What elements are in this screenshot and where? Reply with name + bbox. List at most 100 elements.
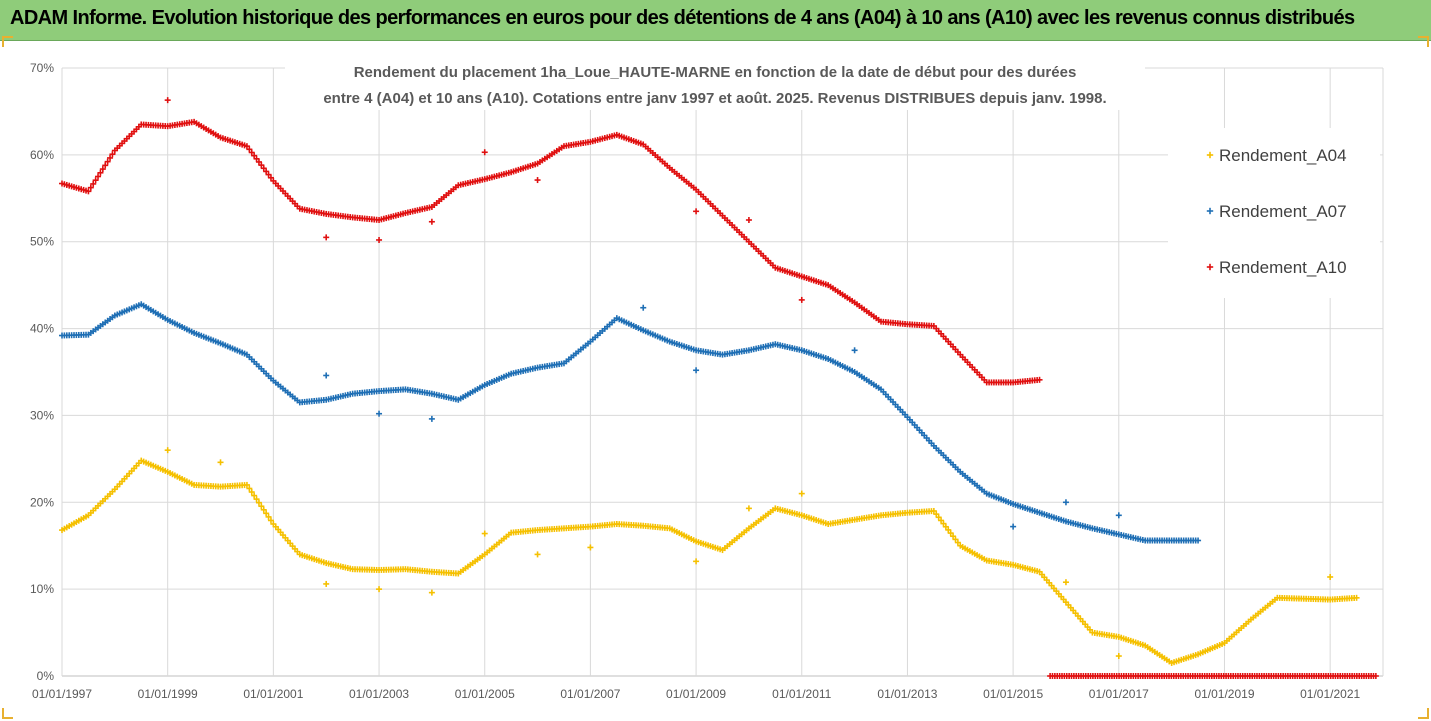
chart-title-line: Rendement du placement 1ha_Loue_HAUTE-MA…	[354, 64, 1077, 81]
x-tick-label: 01/01/1997	[32, 687, 92, 701]
data-point	[248, 489, 255, 496]
data-point	[267, 517, 274, 524]
corner-mark	[2, 36, 13, 47]
x-tick-label: 01/01/2021	[1300, 687, 1360, 701]
x-tick-label: 01/01/2003	[349, 687, 409, 701]
data-point	[1036, 376, 1043, 383]
data-point	[1327, 573, 1334, 580]
series-rendement-a04	[59, 447, 1360, 666]
data-point	[952, 536, 959, 543]
data-point	[930, 507, 937, 514]
data-point	[243, 143, 250, 150]
data-point	[1115, 512, 1122, 519]
data-point	[481, 149, 488, 156]
data-point	[745, 505, 752, 512]
x-tick-label: 01/01/2015	[983, 687, 1043, 701]
chart-title: Rendement du placement 1ha_Loue_HAUTE-MA…	[285, 56, 1145, 110]
page-title: ADAM Informe. Evolution historique des p…	[10, 7, 1355, 29]
axes: 0% 10% 20% 30% 40% 50% 60% 70% 01/01/1997 01/01/1…	[30, 61, 1361, 701]
data-point	[798, 490, 805, 497]
data-point	[640, 304, 647, 311]
legend-item-rendement-a07[interactable]: Rendement_A07	[1206, 202, 1347, 221]
data-point	[102, 162, 109, 169]
data-point	[265, 513, 272, 520]
data-point	[97, 169, 104, 176]
data-point	[263, 510, 270, 517]
data-point	[940, 520, 947, 527]
data-point	[534, 177, 541, 184]
chart-title-line: entre 4 (A04) et 10 ans (A10). Cotations…	[323, 90, 1106, 107]
x-tick-label: 01/01/2017	[1089, 687, 1149, 701]
y-tick-label: 60%	[30, 148, 54, 162]
data-point	[587, 544, 594, 551]
y-tick-label: 50%	[30, 235, 54, 249]
data-point	[1010, 523, 1017, 530]
x-tick-label: 01/01/2011	[772, 687, 831, 701]
data-point	[255, 499, 262, 506]
data-point	[945, 526, 952, 533]
data-point	[248, 149, 255, 156]
legend-label: Rendement_A04	[1219, 146, 1347, 165]
data-point	[246, 146, 253, 153]
data-point	[258, 503, 265, 510]
x-tick-label: 01/01/2009	[666, 687, 726, 701]
data-point	[534, 551, 541, 558]
data-point	[954, 539, 961, 546]
data-point	[251, 492, 258, 499]
data-point	[693, 558, 700, 565]
y-tick-label: 40%	[30, 322, 54, 336]
data-point	[1195, 537, 1202, 544]
data-point	[95, 173, 102, 180]
y-tick-label: 70%	[30, 61, 54, 75]
legend-item-rendement-a10[interactable]: Rendement_A10	[1206, 258, 1347, 277]
data-point	[942, 523, 949, 530]
y-tick-label: 0%	[37, 669, 55, 683]
data-point	[950, 533, 957, 540]
y-tick-label: 30%	[30, 408, 54, 422]
data-point	[1115, 653, 1122, 660]
data-point	[323, 234, 330, 241]
data-point	[481, 530, 488, 537]
data-point	[253, 155, 260, 162]
data-point	[109, 151, 116, 158]
data-point	[260, 506, 267, 513]
data-point	[745, 217, 752, 223]
data-point	[938, 517, 945, 524]
title-backdrop	[285, 56, 1145, 110]
plot-area	[59, 97, 1379, 679]
data-point	[217, 459, 224, 466]
data-point	[255, 158, 262, 165]
data-point	[265, 171, 272, 178]
series-rendement-a10	[59, 97, 1379, 679]
data-point	[376, 410, 383, 417]
legend[interactable]: Rendement_A04 Rendement_A07 Rendement_A10	[1168, 128, 1380, 298]
data-point	[947, 530, 954, 537]
data-point	[935, 514, 942, 521]
legend-marker	[1206, 207, 1214, 215]
data-point	[323, 372, 330, 379]
data-point	[87, 184, 94, 191]
y-tick-label: 20%	[30, 495, 54, 509]
corner-mark	[1418, 36, 1429, 47]
data-point	[1353, 594, 1360, 601]
x-tick-label: 01/01/2005	[455, 687, 515, 701]
y-tick-label: 10%	[30, 582, 54, 596]
data-point	[164, 97, 171, 104]
data-point	[1372, 673, 1379, 679]
data-point	[164, 447, 171, 454]
legend-label: Rendement_A07	[1219, 202, 1347, 221]
data-point	[99, 166, 106, 173]
series-rendement-a07	[59, 301, 1202, 544]
legend-marker	[1206, 151, 1214, 159]
corner-mark	[2, 708, 13, 719]
data-point	[376, 586, 383, 593]
data-point	[1062, 499, 1069, 506]
data-point	[90, 180, 97, 187]
data-point	[693, 208, 700, 215]
data-point	[258, 162, 265, 169]
legend-item-rendement-a04[interactable]: Rendement_A04	[1206, 146, 1347, 165]
data-point	[798, 296, 805, 303]
data-point	[428, 218, 435, 225]
data-point	[428, 415, 435, 422]
